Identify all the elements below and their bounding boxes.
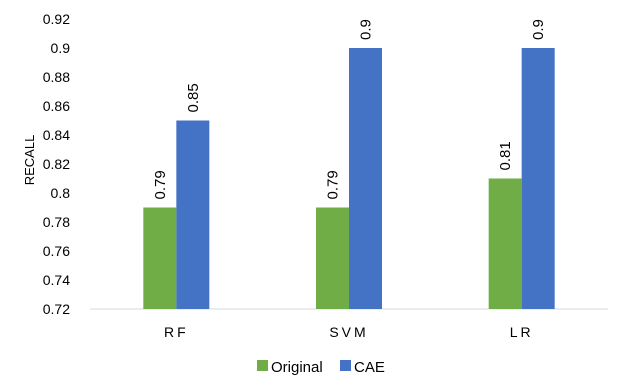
y-tick-label: 0.88 <box>43 69 70 85</box>
x-axis-ticks: RF SVM LR <box>164 324 534 340</box>
y-tick-label: 0.74 <box>43 272 70 288</box>
x-tick-label: LR <box>510 324 534 340</box>
x-tick-label: RF <box>164 324 189 340</box>
legend-swatch-cae <box>340 360 351 371</box>
y-axis-ticks: 0.72 0.74 0.76 0.78 0.8 0.82 0.84 0.86 0.88 0.9 0.… <box>43 11 70 317</box>
legend-label-original: Original <box>271 359 323 376</box>
legend-swatch-original <box>257 360 268 371</box>
legend: Original CAE <box>257 359 385 376</box>
bar-cae-lr <box>521 48 555 309</box>
data-label-cae-svm: 0.9 <box>358 19 375 40</box>
data-label-original-svm: 0.79 <box>325 170 342 199</box>
y-tick-label: 0.84 <box>43 127 70 143</box>
data-label-original-lr: 0.81 <box>497 141 514 170</box>
y-tick-label: 0.76 <box>43 243 70 259</box>
data-label-cae-rf: 0.85 <box>185 83 202 112</box>
y-tick-label: 0.78 <box>43 214 70 230</box>
bar-original-lr <box>488 178 522 309</box>
data-label-cae-lr: 0.9 <box>530 19 547 40</box>
y-tick-label: 0.86 <box>43 98 70 114</box>
y-tick-label: 0.9 <box>51 40 71 56</box>
data-label-original-rf: 0.79 <box>152 170 169 199</box>
y-tick-label: 0.8 <box>51 185 71 201</box>
y-tick-label: 0.82 <box>43 156 70 172</box>
bar-cae-svm <box>349 48 382 309</box>
bar-cae-rf <box>176 120 210 309</box>
bars <box>143 48 555 309</box>
y-tick-label: 0.72 <box>43 301 70 317</box>
y-axis-label: RECALL <box>22 135 37 186</box>
legend-label-cae: CAE <box>354 359 385 376</box>
data-labels: 0.79 0.85 0.79 0.9 0.81 0.9 <box>152 19 547 199</box>
x-tick-label: SVM <box>329 324 368 340</box>
bar-original-svm <box>316 207 349 309</box>
bar-original-rf <box>143 207 177 309</box>
y-tick-label: 0.92 <box>43 11 70 27</box>
